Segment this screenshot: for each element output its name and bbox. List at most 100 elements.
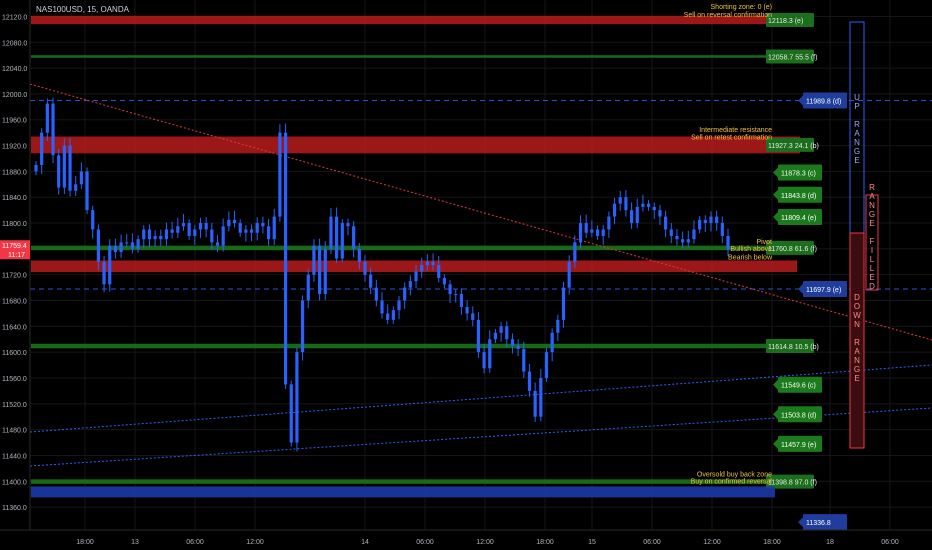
candle-body [232, 219, 237, 224]
candle-body [193, 229, 197, 236]
price-tick-label: 12080.0 [2, 40, 27, 47]
candle-body [658, 210, 662, 217]
level-price-tag [778, 164, 822, 181]
candle-body [624, 197, 628, 211]
level-price-tag [778, 376, 822, 393]
range-filled-label: F [870, 237, 875, 246]
level-tag-arrow [798, 283, 803, 294]
zone-resistance [31, 260, 797, 273]
level-price-tag [778, 435, 822, 452]
zone-price-tag [766, 474, 814, 489]
candle-body [425, 261, 429, 265]
candle-body [51, 103, 55, 156]
candle-body [363, 261, 367, 275]
candle-body [142, 229, 146, 240]
price-tick-label: 11880.0 [2, 169, 27, 176]
zone-resistance [31, 15, 800, 25]
zone-note: Sell on retest confirmation [691, 135, 772, 142]
candle-body [692, 229, 696, 240]
price-tick-label: 11640.0 [2, 324, 27, 331]
candle-body [164, 229, 169, 240]
candle-body [40, 132, 44, 165]
candle-body [57, 155, 61, 188]
zone-price-label: 12118.3 (e) [768, 18, 803, 25]
candle-body [527, 371, 532, 391]
bar-countdown-label: 11:17 [8, 252, 25, 259]
level-price-label: 11697.9 (e) [806, 287, 841, 294]
level-price-tag [803, 92, 847, 109]
candle-body [198, 223, 203, 230]
candle-body [306, 274, 310, 301]
zone-note: Pivot [756, 239, 772, 246]
candle-body [629, 210, 634, 224]
candle-body [403, 287, 407, 301]
candle-body [607, 216, 611, 230]
level-tag-arrow [798, 517, 803, 528]
candle-body [68, 145, 72, 191]
zone-resistance [31, 136, 800, 154]
candle-body [374, 287, 378, 301]
candle-body [522, 348, 526, 372]
range-filled-label: D [869, 282, 875, 291]
candle-body [703, 219, 707, 224]
candle-body [283, 132, 288, 385]
level-price-label: 11989.8 (d) [806, 99, 841, 106]
candle-body [476, 319, 481, 353]
down-range-label: R [854, 338, 860, 347]
current-price-badge [0, 240, 30, 260]
price-tick-label: 11560.0 [2, 376, 27, 383]
candle-body [408, 281, 412, 288]
level-tag-arrow [773, 438, 778, 449]
candle-body [675, 235, 679, 240]
candle-body [74, 184, 78, 191]
time-tick-label: 18 [826, 539, 834, 546]
candle-body [664, 216, 668, 230]
price-axis[interactable] [0, 0, 30, 550]
zone-note: Oversold buy back zone [697, 472, 772, 479]
candle-body [357, 248, 361, 262]
candle-body [335, 216, 339, 259]
candle-body [550, 332, 554, 353]
zone-note: Shorting zone: 0 (e) [711, 4, 772, 11]
candle-body [125, 242, 129, 244]
candle-body [266, 226, 271, 240]
candle-body [584, 223, 588, 233]
candle-body [346, 223, 350, 227]
price-tick-label: 11800.0 [2, 221, 27, 228]
candle-body [544, 352, 549, 378]
down-range-label: G [854, 365, 860, 374]
candle-body [210, 229, 214, 243]
level-tag-arrow [773, 211, 778, 222]
time-tick-label: 12:00 [246, 539, 264, 546]
candle-body [176, 226, 180, 233]
zone-note: Bearish below [728, 255, 773, 262]
candle-body [420, 265, 424, 272]
candle-body [272, 216, 276, 240]
zone-note: Sell on reversal confirmation [684, 12, 772, 19]
level-tag-arrow [773, 189, 778, 200]
price-tick-label: 12040.0 [2, 66, 27, 73]
time-tick-label: 18:00 [76, 539, 94, 546]
time-tick-label: 06:00 [416, 539, 434, 546]
candle-body [369, 274, 373, 288]
level-tag-arrow [798, 95, 803, 106]
candle-body [698, 219, 702, 230]
candle-body [516, 345, 520, 349]
candle-body [318, 245, 322, 295]
time-tick-label: 06:00 [881, 539, 899, 546]
candle-body [386, 313, 390, 320]
time-axis[interactable] [0, 530, 932, 550]
candle-body [499, 326, 503, 333]
candle-body [669, 229, 673, 236]
zone-support [31, 343, 800, 349]
zone-note: Bullish above [730, 246, 772, 253]
level-tag-arrow [773, 167, 778, 178]
range-filled-label: L [870, 264, 875, 273]
zone-support [31, 55, 800, 58]
candle-body [414, 271, 418, 282]
candle-body [448, 284, 452, 295]
level-price-label: 11336.8 [806, 520, 831, 527]
candle-body [488, 339, 492, 369]
candle-body [482, 352, 486, 369]
